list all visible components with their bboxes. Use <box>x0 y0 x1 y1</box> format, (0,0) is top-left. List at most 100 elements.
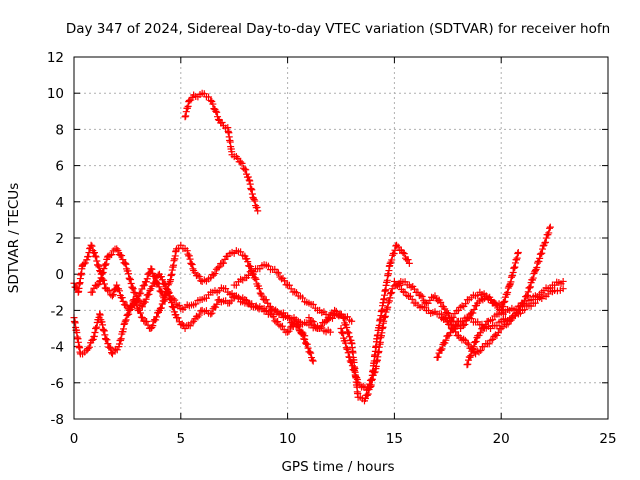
data-point-marker <box>429 294 437 302</box>
data-point-marker <box>182 112 190 120</box>
data-point-marker <box>467 352 475 360</box>
data-point-marker <box>406 292 414 300</box>
data-point-marker <box>450 324 458 332</box>
data-point-marker <box>119 297 127 305</box>
data-point-marker <box>367 376 375 384</box>
data-point-marker <box>344 345 352 353</box>
data-point-marker <box>238 159 246 167</box>
series-track-i <box>433 285 567 361</box>
data-point-marker <box>538 245 546 253</box>
data-point-marker <box>285 281 293 289</box>
data-point-marker <box>92 253 100 261</box>
data-point-marker <box>97 274 105 282</box>
data-point-marker <box>404 256 412 264</box>
data-point-marker <box>323 316 331 324</box>
data-point-marker <box>135 296 143 304</box>
data-point-marker <box>502 321 510 329</box>
y-tick-label: 8 <box>55 122 64 138</box>
data-point-marker <box>342 339 350 347</box>
data-point-marker <box>299 331 307 339</box>
data-point-marker <box>346 333 354 341</box>
data-point-marker <box>299 294 307 302</box>
data-point-marker <box>121 317 129 325</box>
data-point-marker <box>118 252 126 260</box>
data-point-marker <box>500 298 508 306</box>
data-point-marker <box>396 281 404 289</box>
x-axis-label: GPS time / hours <box>281 459 394 475</box>
data-point-marker <box>195 273 203 281</box>
data-point-marker <box>462 300 470 308</box>
data-point-marker <box>487 336 495 344</box>
data-point-marker <box>127 303 135 311</box>
data-point-marker <box>417 291 425 299</box>
data-point-marker <box>262 296 270 304</box>
data-point-marker <box>105 287 113 295</box>
data-point-marker <box>222 285 230 293</box>
y-tick-label: 6 <box>55 159 64 175</box>
data-point-marker <box>178 320 186 328</box>
data-point-marker <box>504 289 512 297</box>
data-point-marker <box>469 309 477 317</box>
data-point-marker <box>446 329 454 337</box>
data-point-marker <box>274 318 282 326</box>
data-point-marker <box>546 224 554 232</box>
data-point-marker <box>293 289 300 297</box>
data-point-marker <box>113 245 121 253</box>
data-point-marker <box>182 108 190 116</box>
data-point-marker <box>234 294 242 302</box>
data-point-marker <box>104 252 112 260</box>
data-point-marker <box>194 271 202 279</box>
data-point-marker <box>145 290 153 298</box>
y-tick-label: 10 <box>47 86 64 102</box>
series-track-b <box>70 288 317 365</box>
data-point-marker <box>101 261 109 269</box>
data-point-marker <box>171 296 179 304</box>
data-point-marker <box>152 278 160 286</box>
data-point-marker <box>123 311 131 319</box>
data-point-marker <box>438 345 446 353</box>
data-point-marker <box>80 260 88 268</box>
x-tick-label: 15 <box>386 431 403 447</box>
data-point-marker <box>477 347 485 355</box>
data-point-marker <box>110 347 118 355</box>
data-point-marker <box>100 265 108 273</box>
data-point-marker <box>118 294 126 302</box>
data-point-marker <box>418 292 426 300</box>
data-point-marker <box>148 265 156 273</box>
data-point-marker <box>544 231 552 239</box>
data-point-marker <box>84 252 92 260</box>
data-point-marker <box>91 249 99 257</box>
data-point-marker <box>348 358 356 366</box>
data-point-marker <box>209 100 217 108</box>
data-point-marker <box>85 343 93 351</box>
data-point-marker <box>466 353 474 361</box>
data-point-marker <box>243 255 251 263</box>
data-point-marker <box>499 302 507 310</box>
data-point-marker <box>157 273 165 281</box>
data-point-marker <box>220 259 228 267</box>
data-point-marker <box>269 313 277 321</box>
data-point-marker <box>285 327 293 335</box>
data-point-marker <box>538 249 546 257</box>
data-point-marker <box>339 314 347 322</box>
data-point-marker <box>106 251 114 259</box>
data-point-marker <box>470 305 478 313</box>
y-tick-label: -2 <box>51 303 64 319</box>
data-point-marker <box>241 165 249 173</box>
x-tick-label: 25 <box>599 431 616 447</box>
data-point-marker <box>559 277 567 285</box>
data-point-marker <box>434 353 442 361</box>
data-point-marker <box>125 274 133 282</box>
data-point-marker <box>227 297 235 305</box>
x-tick-label: 10 <box>279 431 296 447</box>
grid <box>74 57 608 419</box>
y-tick-label: 12 <box>47 50 64 66</box>
data-point-marker <box>504 284 512 292</box>
data-point-marker <box>165 279 173 287</box>
data-point-marker <box>459 321 467 329</box>
data-point-marker <box>184 104 192 112</box>
data-point-marker <box>108 292 116 300</box>
data-point-marker <box>121 259 129 267</box>
data-point-marker <box>494 329 502 337</box>
data-point-marker <box>161 280 169 288</box>
